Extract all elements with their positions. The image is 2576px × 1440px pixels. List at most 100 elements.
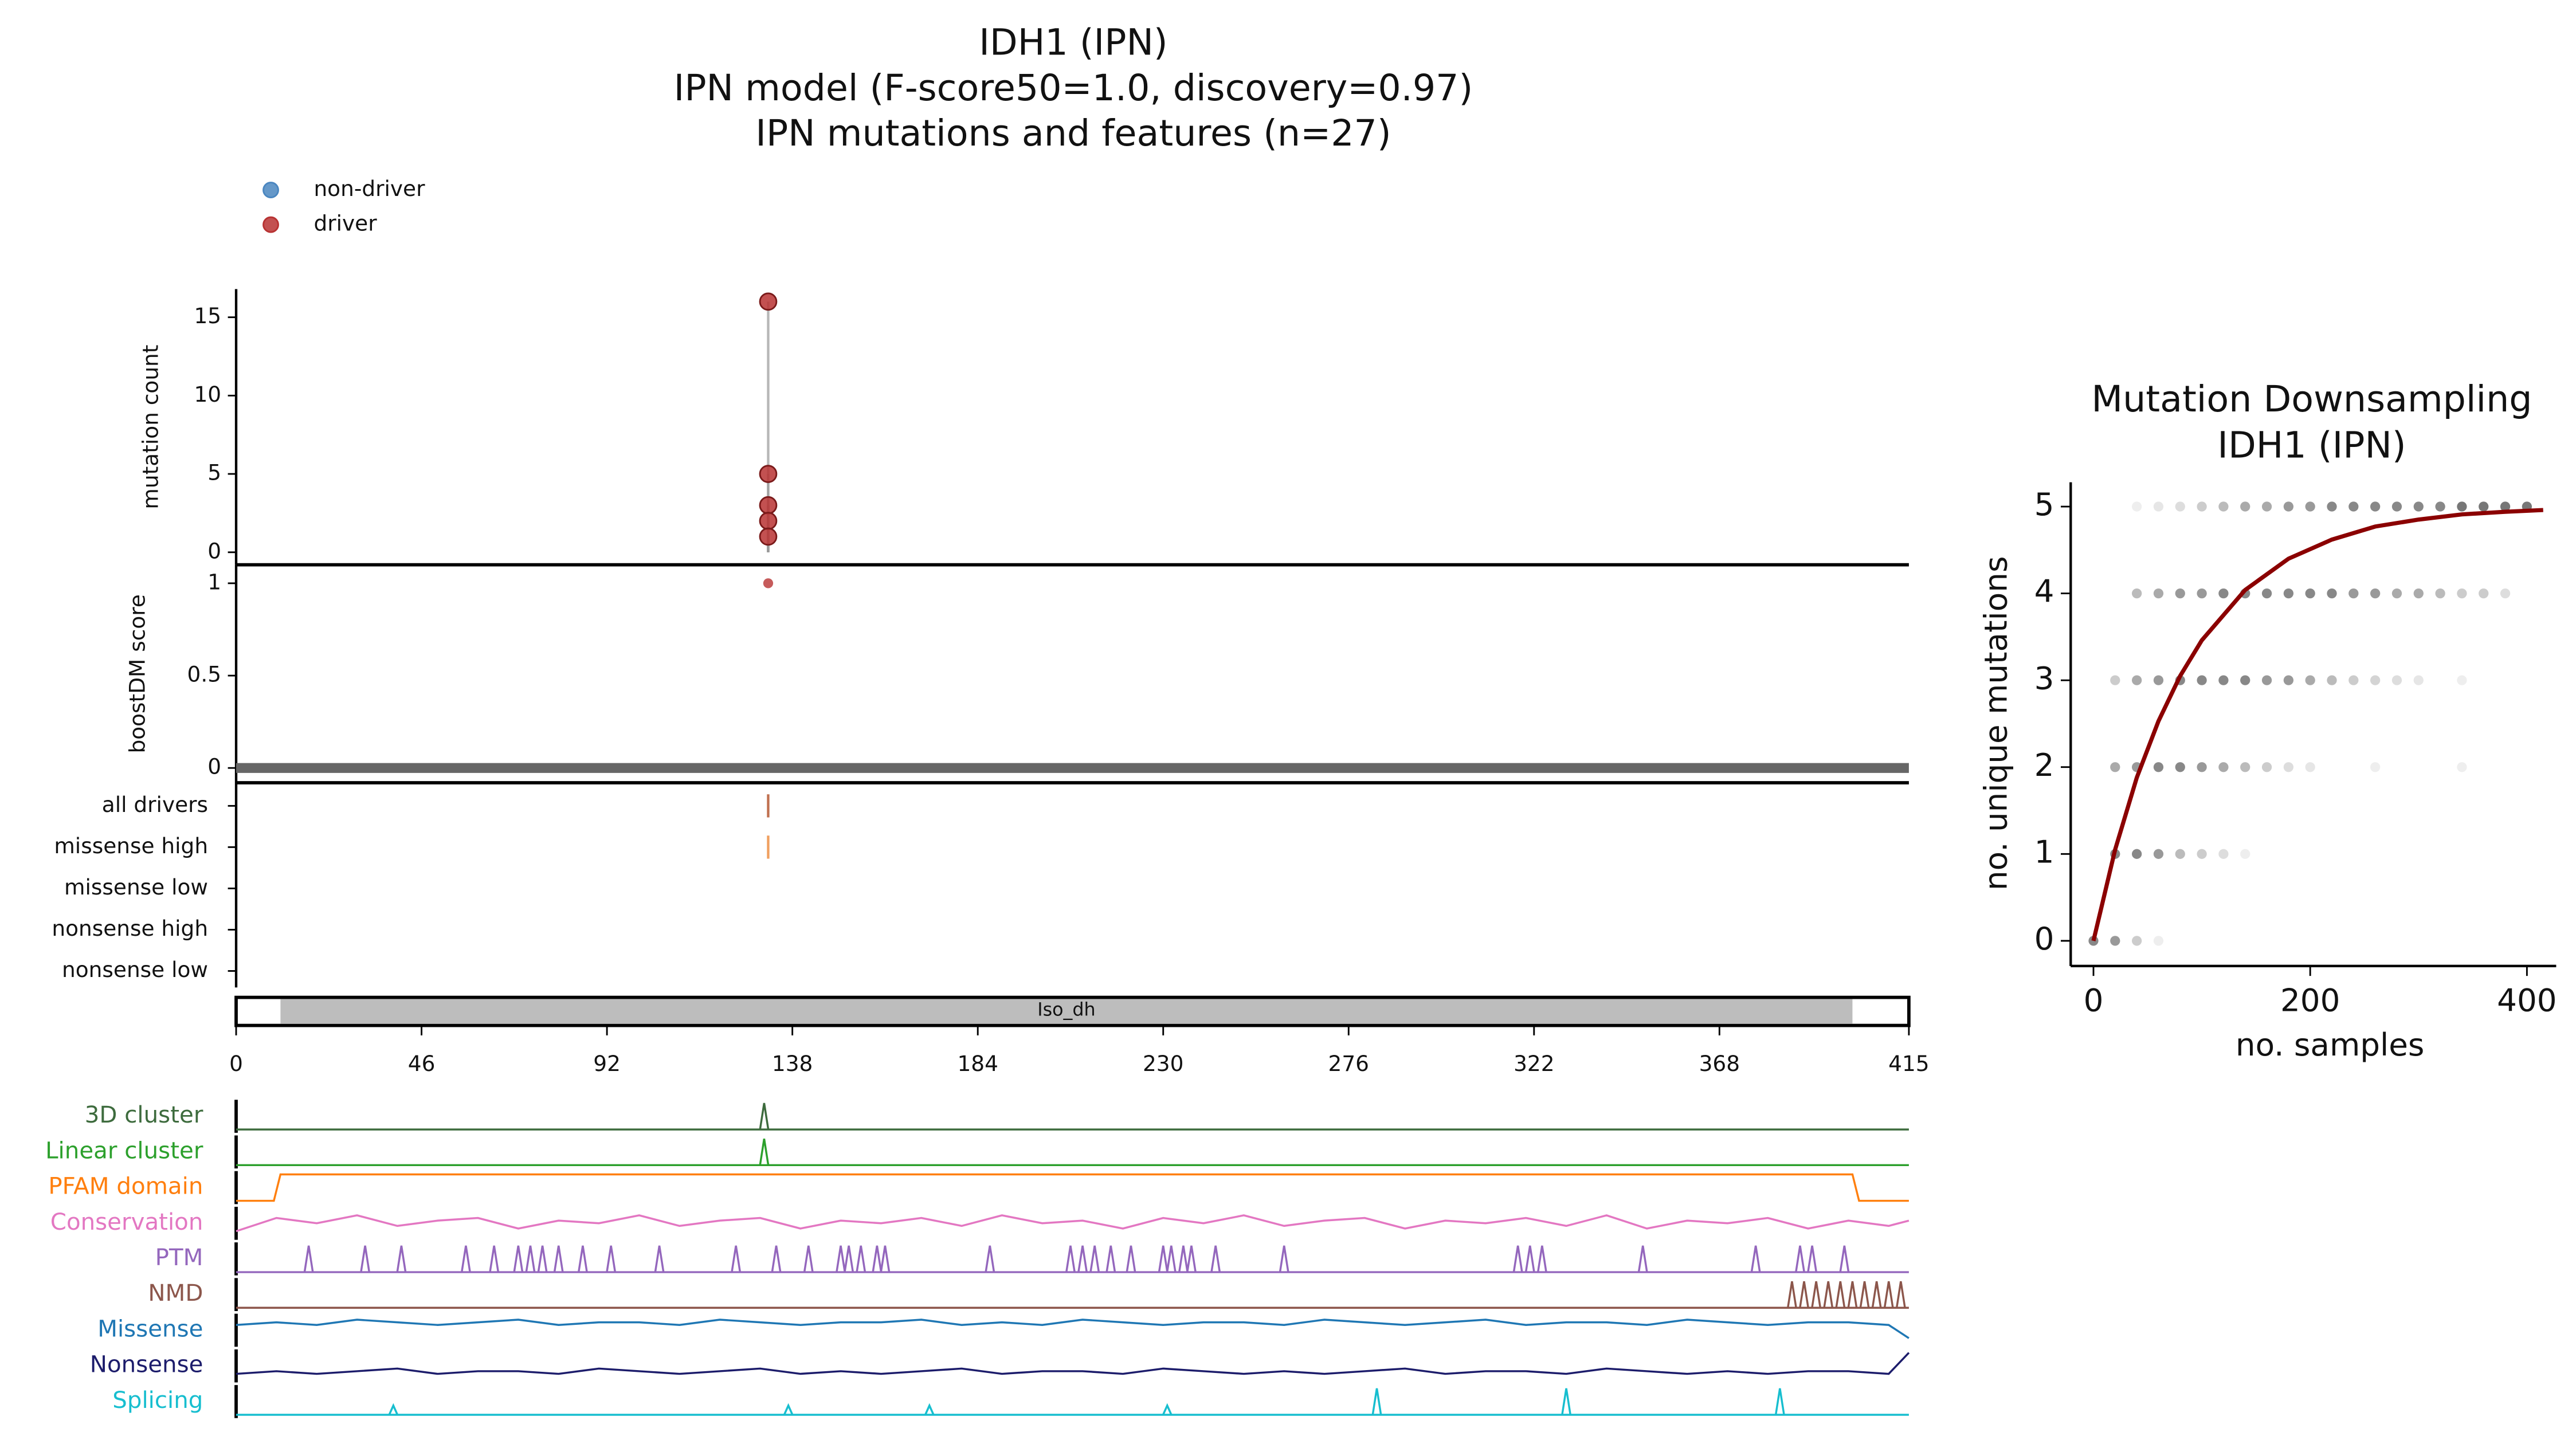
track-peak bbox=[985, 1245, 995, 1273]
sample-point bbox=[2479, 501, 2489, 512]
track-peak bbox=[1512, 1245, 1523, 1273]
track-peak bbox=[783, 1403, 794, 1415]
track-label: PFAM domain bbox=[48, 1173, 203, 1200]
sample-point bbox=[2370, 762, 2381, 772]
sample-point bbox=[2283, 501, 2294, 512]
y-tick-label: 15 bbox=[194, 303, 221, 328]
track-peak bbox=[1166, 1245, 1177, 1273]
sample-point bbox=[2283, 588, 2294, 599]
track-peak bbox=[1105, 1245, 1116, 1273]
y-tick-label: 1 bbox=[2034, 833, 2054, 870]
x-tick-label: 322 bbox=[1514, 1051, 1554, 1076]
sample-point bbox=[2327, 588, 2337, 599]
sample-point bbox=[2197, 849, 2207, 859]
sample-point bbox=[2391, 588, 2402, 599]
y-axis-label: no. unique mutations bbox=[1978, 556, 2014, 890]
y-tick-label: 4 bbox=[2034, 573, 2054, 610]
track-peak bbox=[396, 1245, 407, 1273]
track-peak bbox=[1536, 1245, 1547, 1273]
track-domain bbox=[236, 1173, 1909, 1202]
track-peak bbox=[1637, 1245, 1648, 1273]
track-peak bbox=[1847, 1281, 1858, 1308]
sample-point bbox=[2175, 762, 2185, 772]
sample-point bbox=[2261, 588, 2272, 599]
track-peak bbox=[537, 1245, 548, 1273]
sample-point bbox=[2261, 675, 2272, 685]
sample-point bbox=[2153, 936, 2164, 946]
track-peak bbox=[1561, 1388, 1571, 1415]
track-peak bbox=[1807, 1245, 1818, 1273]
domain-label: Iso_dh bbox=[1037, 1000, 1095, 1021]
sample-point bbox=[2348, 501, 2359, 512]
track-peak bbox=[844, 1245, 854, 1273]
sample-point bbox=[2413, 588, 2424, 599]
track-peak bbox=[1077, 1245, 1088, 1273]
sample-point bbox=[2457, 762, 2467, 772]
y-tick-label: 0 bbox=[207, 538, 221, 563]
track-peak bbox=[771, 1245, 782, 1273]
sample-point bbox=[2175, 501, 2185, 512]
sample-point bbox=[2131, 936, 2142, 946]
x-tick-label: 46 bbox=[408, 1051, 436, 1076]
track-signal bbox=[236, 1319, 1910, 1339]
track-signal bbox=[236, 1214, 1910, 1233]
sample-point bbox=[2218, 588, 2229, 599]
track-peak bbox=[759, 1138, 770, 1166]
sample-point bbox=[2110, 675, 2120, 685]
sample-point bbox=[2370, 675, 2381, 685]
sample-point bbox=[2500, 501, 2511, 512]
track-peak bbox=[836, 1245, 846, 1273]
track-peak bbox=[1895, 1281, 1906, 1308]
sample-point bbox=[2240, 849, 2250, 859]
sample-point bbox=[2391, 675, 2402, 685]
sample-point bbox=[2261, 762, 2272, 772]
track-peak bbox=[872, 1245, 883, 1273]
sample-point bbox=[2261, 501, 2272, 512]
sample-point bbox=[2131, 675, 2142, 685]
track-peak bbox=[1524, 1245, 1535, 1273]
track-peak bbox=[1089, 1245, 1100, 1273]
legend-label: non-driver bbox=[313, 176, 425, 201]
feature-label: nonsense low bbox=[62, 957, 208, 982]
x-axis-label: no. samples bbox=[2236, 1026, 2425, 1063]
x-tick-label: 138 bbox=[772, 1051, 813, 1076]
track-peak bbox=[1774, 1388, 1785, 1415]
track-peak bbox=[1859, 1281, 1870, 1308]
track-peak bbox=[1162, 1403, 1173, 1415]
track-label: Linear cluster bbox=[45, 1137, 203, 1164]
track-peak bbox=[461, 1245, 471, 1273]
sample-point bbox=[2457, 501, 2467, 512]
y-tick-label: 2 bbox=[2034, 747, 2054, 783]
sample-point bbox=[2153, 762, 2164, 772]
track-peak bbox=[1279, 1245, 1289, 1273]
track-label: Conservation bbox=[50, 1208, 203, 1235]
track-label: NMD bbox=[148, 1280, 203, 1306]
track-label: Missense bbox=[97, 1315, 203, 1342]
track-label: PTM bbox=[155, 1244, 203, 1271]
score-point bbox=[763, 578, 774, 588]
track-peak bbox=[759, 1102, 770, 1130]
sample-point bbox=[2435, 501, 2445, 512]
x-tick-label: 276 bbox=[1328, 1051, 1369, 1076]
x-tick-label: 368 bbox=[1699, 1051, 1740, 1076]
mutation-point bbox=[759, 465, 778, 483]
track-signal bbox=[236, 1352, 1910, 1375]
sample-point bbox=[2197, 762, 2207, 772]
sample-point bbox=[2197, 588, 2207, 599]
y-tick-label: 0 bbox=[2034, 920, 2054, 957]
sample-point bbox=[2327, 501, 2337, 512]
sample-point bbox=[2413, 675, 2424, 685]
y-tick-label: 0 bbox=[207, 754, 221, 779]
title-line: IDH1 (IPN) bbox=[2217, 424, 2406, 466]
x-tick-label: 92 bbox=[593, 1051, 621, 1076]
y-tick-label: 3 bbox=[2034, 660, 2054, 696]
feature-label: missense high bbox=[54, 833, 208, 858]
track-peak bbox=[303, 1245, 314, 1273]
y-tick-label: 5 bbox=[207, 460, 221, 485]
x-tick-label: 400 bbox=[2497, 982, 2557, 1018]
sample-point bbox=[2348, 588, 2359, 599]
sample-point bbox=[2457, 675, 2467, 685]
track-label: 3D cluster bbox=[85, 1101, 203, 1128]
track-peak bbox=[880, 1245, 891, 1273]
